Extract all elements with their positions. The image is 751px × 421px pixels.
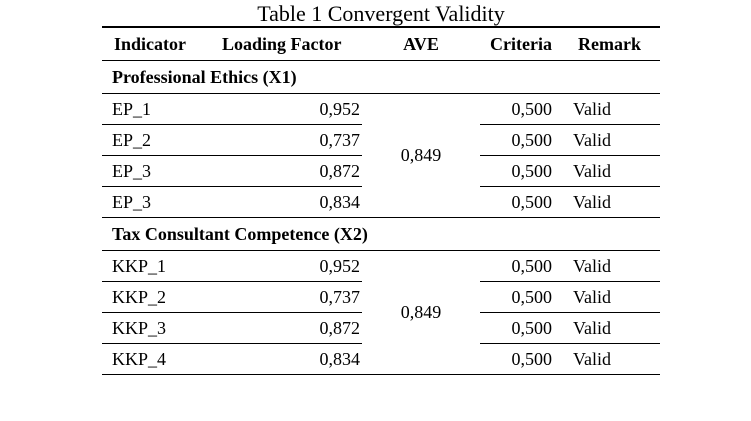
cell-remark: Valid	[562, 155, 660, 187]
cell-criteria: 0,500	[480, 124, 562, 156]
cell-indicator: KKP_4	[102, 343, 222, 375]
table-row: EP_2 0,737 0,500 Valid	[102, 124, 660, 156]
cell-remark: Valid	[562, 281, 660, 313]
cell-remark: Valid	[562, 186, 660, 218]
cell-ave: 0,849	[362, 250, 480, 375]
header-row: Indicator Loading Factor AVE Criteria Re…	[102, 26, 660, 61]
header-criteria: Criteria	[480, 26, 562, 61]
cell-indicator: KKP_1	[102, 250, 222, 282]
cell-indicator: KKP_3	[102, 312, 222, 344]
header-indicator: Indicator	[102, 26, 222, 61]
convergent-validity-table: Indicator Loading Factor AVE Criteria Re…	[102, 26, 660, 375]
cell-remark: Valid	[562, 343, 660, 375]
cell-criteria: 0,500	[480, 93, 562, 125]
header-loading-factor: Loading Factor	[222, 26, 362, 61]
cell-criteria: 0,500	[480, 281, 562, 313]
cell-criteria: 0,500	[480, 186, 562, 218]
cell-remark: Valid	[562, 250, 660, 282]
cell-ave: 0,849	[362, 93, 480, 218]
header-remark: Remark	[562, 26, 660, 61]
cell-loading-factor: 0,737	[222, 281, 362, 313]
table-row: KKP_1 0,952 0,849 0,500 Valid	[102, 250, 660, 375]
table-row: EP_3 0,872 0,500 Valid	[102, 155, 660, 187]
table-row: EP_1 0,952 0,849 0,500 Valid	[102, 93, 660, 218]
cell-loading-factor: 0,834	[222, 343, 362, 375]
cell-loading-factor: 0,737	[222, 124, 362, 156]
group-row: Professional Ethics (X1)	[102, 60, 660, 94]
cell-loading-factor: 0,872	[222, 312, 362, 344]
cell-remark: Valid	[562, 312, 660, 344]
group-title: Professional Ethics (X1)	[102, 60, 660, 94]
cell-criteria: 0,500	[480, 312, 562, 344]
cell-indicator: EP_3	[102, 186, 222, 218]
group-title: Tax Consultant Competence (X2)	[102, 217, 660, 251]
cell-loading-factor: 0,834	[222, 186, 362, 218]
cell-remark: Valid	[562, 93, 660, 125]
cell-loading-factor: 0,872	[222, 155, 362, 187]
cell-loading-factor: 0,952	[222, 93, 362, 125]
table-caption: Table 1 Convergent Validity	[257, 1, 505, 26]
cell-criteria: 0,500	[480, 343, 562, 375]
cell-indicator: EP_3	[102, 155, 222, 187]
header-ave: AVE	[362, 26, 480, 61]
table-row: EP_3 0,834 0,500 Valid	[102, 186, 660, 218]
cell-criteria: 0,500	[480, 250, 562, 282]
cell-criteria: 0,500	[480, 155, 562, 187]
cell-indicator: EP_2	[102, 124, 222, 156]
cell-indicator: KKP_2	[102, 281, 222, 313]
table-row: KKP_3 0,872 0,500 Valid	[102, 312, 660, 344]
cell-indicator: EP_1	[102, 93, 222, 125]
table-row: KKP_2 0,737 0,500 Valid	[102, 281, 660, 313]
cell-remark: Valid	[562, 124, 660, 156]
group-row: Tax Consultant Competence (X2)	[102, 217, 660, 251]
cell-loading-factor: 0,952	[222, 250, 362, 282]
table-row: KKP_4 0,834 0,500 Valid	[102, 343, 660, 375]
